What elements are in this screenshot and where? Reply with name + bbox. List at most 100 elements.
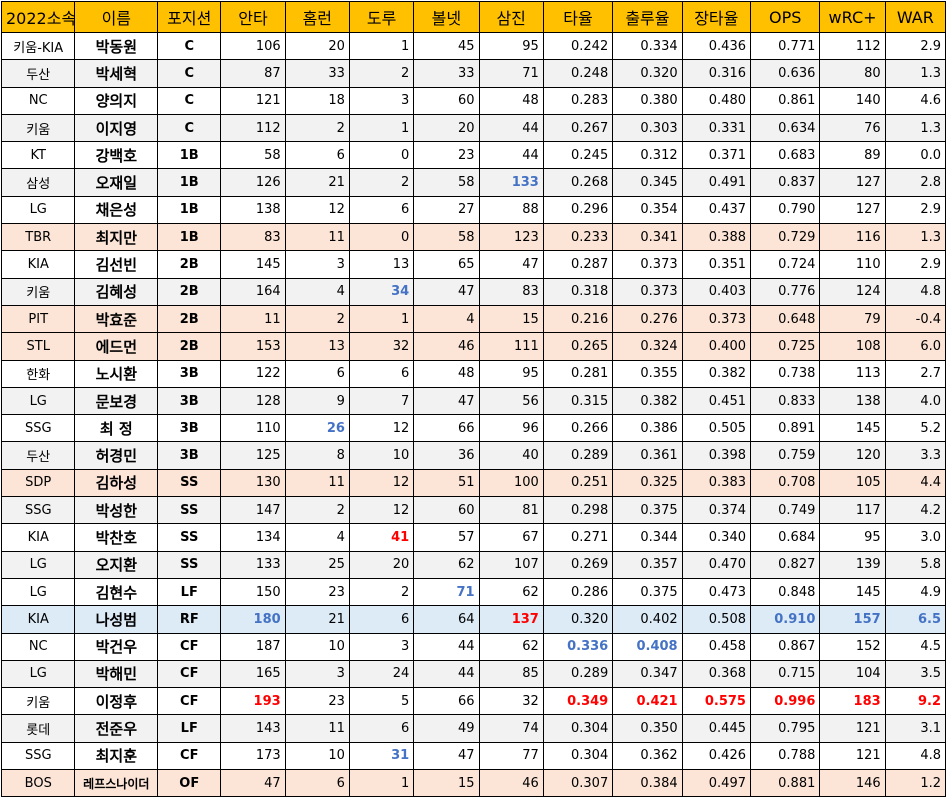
- cell-avg: 0.271: [542, 523, 614, 552]
- cell-strikeouts: 40: [478, 441, 544, 470]
- cell-position: LF: [157, 577, 222, 607]
- cell-avg: 0.268: [542, 168, 614, 197]
- cell-war: 2.9: [884, 250, 947, 279]
- cell-strikeouts: 48: [478, 86, 544, 115]
- cell-war: 0.0: [884, 141, 947, 170]
- cell-team: KT: [0, 141, 76, 170]
- cell-war: 4.4: [884, 468, 947, 498]
- cell-hits: 173: [220, 741, 286, 771]
- cell-ops: 0.749: [749, 496, 821, 525]
- cell-obp: 0.334: [612, 31, 683, 61]
- cell-homeruns: 9: [284, 386, 350, 416]
- cell-obp: 0.355: [612, 359, 683, 388]
- cell-hits: 87: [220, 59, 286, 88]
- cell-ops: 0.724: [749, 250, 821, 279]
- cell-war: 4.8: [884, 277, 947, 306]
- cell-avg: 0.304: [542, 741, 614, 771]
- cell-steals: 1: [348, 113, 415, 143]
- table-row: LG 문보경 3B 128 9 7 47 56 0.315 0.382 0.451 0.833 138 4…: [0, 386, 947, 416]
- cell-avg: 0.289: [542, 441, 614, 470]
- cell-ops: 0.910: [749, 605, 821, 634]
- cell-ops: 0.759: [749, 441, 821, 470]
- cell-ops: 0.771: [749, 31, 821, 61]
- cell-war: 3.3: [884, 441, 947, 470]
- cell-hits: 193: [220, 687, 286, 716]
- cell-team: KIA: [0, 250, 76, 279]
- cell-avg: 0.304: [542, 714, 614, 743]
- cell-steals: 12: [348, 414, 415, 443]
- cell-hits: 122: [220, 359, 286, 388]
- cell-war: 9.2: [884, 687, 947, 716]
- table-row: LG 박해민 CF 165 3 24 44 85 0.289 0.347 0.368 0.715 104…: [0, 659, 947, 689]
- cell-team: SSG: [0, 741, 76, 771]
- cell-name: 박동원: [74, 31, 159, 61]
- cell-avg: 0.265: [542, 332, 614, 361]
- cell-team: 한화: [0, 359, 76, 388]
- cell-ops: 0.891: [749, 414, 821, 443]
- cell-war: 1.2: [884, 769, 947, 797]
- cell-name: 박세혁: [74, 59, 159, 88]
- cell-position: 1B: [157, 141, 222, 170]
- column-header-ops: OPS: [749, 1, 821, 33]
- cell-homeruns: 4: [284, 523, 350, 552]
- cell-slg: 0.575: [681, 687, 751, 716]
- cell-wrc-plus: 183: [819, 687, 886, 716]
- cell-name: 김선빈: [74, 250, 159, 279]
- table-row: 두산 박세혁 C 87 33 2 33 71 0.248 0.320 0.316 0.636 80 1.3: [0, 59, 947, 88]
- cell-homeruns: 11: [284, 223, 350, 252]
- cell-team: 키움: [0, 687, 76, 716]
- cell-position: C: [157, 86, 222, 115]
- cell-steals: 13: [348, 250, 415, 279]
- cell-wrc-plus: 120: [819, 441, 886, 470]
- cell-obp: 0.373: [612, 277, 683, 306]
- cell-war: 6.5: [884, 605, 947, 634]
- cell-war: 3.1: [884, 714, 947, 743]
- cell-name: 채은성: [74, 195, 159, 225]
- cell-steals: 2: [348, 168, 415, 197]
- cell-wrc-plus: 116: [819, 223, 886, 252]
- cell-avg: 0.248: [542, 59, 614, 88]
- column-header-avg: 타율: [542, 1, 614, 33]
- cell-hits: 164: [220, 277, 286, 306]
- cell-slg: 0.445: [681, 714, 751, 743]
- cell-walks: 66: [413, 414, 480, 443]
- cell-team: KIA: [0, 523, 76, 552]
- cell-slg: 0.480: [681, 86, 751, 115]
- cell-position: C: [157, 113, 222, 143]
- cell-avg: 0.298: [542, 496, 614, 525]
- cell-ops: 0.861: [749, 86, 821, 115]
- cell-ops: 0.684: [749, 523, 821, 552]
- cell-strikeouts: 137: [478, 605, 544, 634]
- cell-wrc-plus: 121: [819, 714, 886, 743]
- cell-wrc-plus: 89: [819, 141, 886, 170]
- cell-wrc-plus: 127: [819, 168, 886, 197]
- cell-team: LG: [0, 386, 76, 416]
- cell-wrc-plus: 117: [819, 496, 886, 525]
- cell-slg: 0.508: [681, 605, 751, 634]
- cell-wrc-plus: 108: [819, 332, 886, 361]
- cell-ops: 0.867: [749, 632, 821, 661]
- cell-name: 박찬호: [74, 523, 159, 552]
- cell-wrc-plus: 152: [819, 632, 886, 661]
- cell-war: 2.9: [884, 31, 947, 61]
- cell-wrc-plus: 95: [819, 523, 886, 552]
- cell-obp: 0.408: [612, 632, 683, 661]
- cell-homeruns: 21: [284, 605, 350, 634]
- cell-position: 1B: [157, 168, 222, 197]
- cell-war: 4.0: [884, 386, 947, 416]
- cell-ops: 0.790: [749, 195, 821, 225]
- cell-steals: 1: [348, 304, 415, 334]
- cell-avg: 0.336: [542, 632, 614, 661]
- cell-walks: 46: [413, 332, 480, 361]
- cell-steals: 32: [348, 332, 415, 361]
- cell-avg: 0.287: [542, 250, 614, 279]
- cell-name: 박해민: [74, 659, 159, 689]
- cell-obp: 0.357: [612, 550, 683, 579]
- cell-homeruns: 10: [284, 741, 350, 771]
- cell-wrc-plus: 105: [819, 468, 886, 498]
- cell-walks: 23: [413, 141, 480, 170]
- cell-position: 3B: [157, 414, 222, 443]
- cell-obp: 0.303: [612, 113, 683, 143]
- cell-steals: 2: [348, 59, 415, 88]
- cell-homeruns: 12: [284, 195, 350, 225]
